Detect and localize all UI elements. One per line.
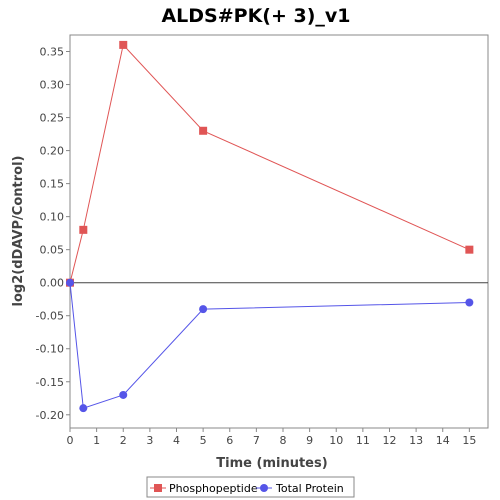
y-tick-label: 0.00 [40,277,65,290]
y-tick-label: -0.15 [36,376,64,389]
x-tick-label: 5 [200,434,207,447]
x-tick-label: 15 [462,434,476,447]
legend-label-total-protein: Total Protein [275,482,344,495]
legend-marker-total-protein [260,484,268,492]
data-point-total-protein [465,298,474,307]
series-line-phosphopeptide [69,43,470,283]
x-tick-label: 10 [329,434,343,447]
x-tick-label: 4 [173,434,180,447]
y-axis-label: log2(dDAVP/Control) [11,156,26,307]
legend-label-phosphopeptide: Phosphopeptide [169,482,258,495]
x-tick-label: 2 [120,434,127,447]
x-tick-label: 3 [146,434,153,447]
y-tick-label: 0.05 [40,244,65,257]
x-tick-label: 13 [409,434,423,447]
data-point-phosphopeptide [119,40,128,49]
x-tick-label: 8 [279,434,286,447]
data-point-phosphopeptide [79,225,88,234]
x-tick-label: 12 [382,434,396,447]
legend: Phosphopeptide Total Protein [146,476,355,498]
y-tick-label: 0.20 [40,145,65,158]
data-point-total-protein [66,278,74,287]
y-axis: -0.20 -0.15 -0.10 -0.05 0.00 0.05 0.10 0.15 0.20… [36,46,70,422]
y-tick-label: -0.05 [36,310,64,323]
y-tick-label: 0.25 [40,112,65,125]
x-axis: 0 1 2 3 4 5 6 7 8 9 10 11 12 13 14 15 [67,428,476,447]
legend-marker-phosphopeptide [154,484,162,492]
legend-box [146,476,355,498]
y-tick-label: -0.10 [36,343,64,356]
y-tick-label: 0.15 [40,178,65,191]
data-point-phosphopeptide [465,245,474,254]
x-tick-label: 11 [356,434,370,447]
plot-area [69,34,489,429]
x-tick-label: 9 [306,434,313,447]
x-tick-label: 14 [436,434,450,447]
x-tick-label: 0 [67,434,74,447]
series-layer [66,40,474,413]
x-tick-label: 7 [253,434,260,447]
chart-title: ALDS#PK(+ 3)_v1 [161,5,350,27]
y-tick-label: 0.30 [40,79,65,92]
x-axis-label: Time (minutes) [216,456,327,471]
series-line-total-protein [69,282,470,409]
data-point-total-protein [79,404,88,413]
y-tick-label: -0.20 [36,409,64,422]
data-point-total-protein [119,390,128,399]
x-tick-label: 6 [226,434,233,447]
data-point-total-protein [199,305,208,314]
data-point-phosphopeptide [199,126,208,135]
x-tick-label: 1 [93,434,100,447]
y-tick-label: 0.10 [40,211,65,224]
y-tick-label: 0.35 [40,46,65,59]
